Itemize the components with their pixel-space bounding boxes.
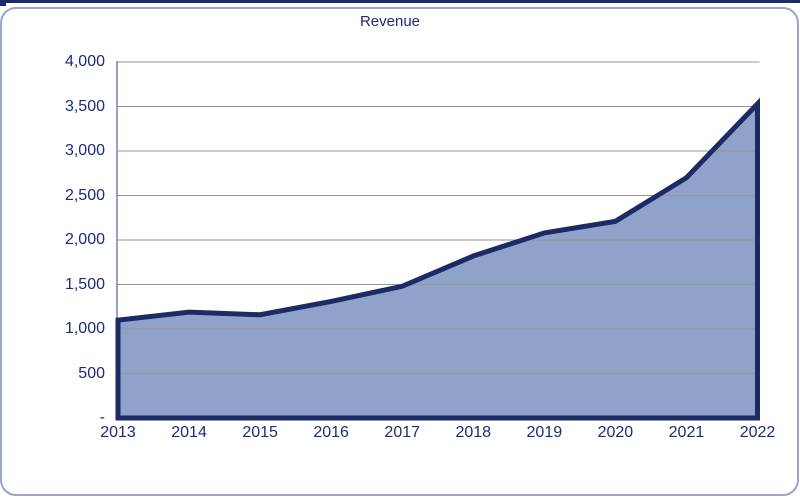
area-fill — [118, 103, 758, 418]
revenue-line — [115, 97, 760, 421]
y-tick-label: 3,500 — [64, 97, 105, 115]
x-tick-label: 2021 — [668, 424, 705, 441]
x-tick-label: 2018 — [455, 424, 492, 441]
y-tick-label: 1,000 — [64, 320, 105, 337]
x-tick-label: 2014 — [171, 424, 207, 441]
x-tick-label: 2020 — [597, 424, 634, 441]
y-tick-label: 500 — [78, 364, 105, 382]
chart-title: Revenue — [359, 13, 421, 30]
x-tick-label: 2015 — [242, 424, 278, 441]
window-top-edge-line — [0, 0, 800, 3]
x-tick-label: 2022 — [739, 424, 776, 441]
y-tick-label: 3,000 — [64, 142, 105, 159]
x-tick-label: 2017 — [384, 424, 421, 441]
y-tick-label: - — [99, 409, 105, 426]
x-tick-label: 2016 — [313, 424, 349, 441]
x-tick-label: 2013 — [100, 424, 136, 441]
y-tick-label: 2,000 — [64, 231, 105, 248]
y-tick-label: 4,000 — [64, 53, 105, 70]
window-top-left-corner-fragment — [0, 0, 6, 6]
y-tick-label: 1,500 — [64, 275, 105, 293]
y-tick-label: 2,500 — [64, 186, 105, 204]
x-tick-label: 2019 — [526, 424, 563, 441]
